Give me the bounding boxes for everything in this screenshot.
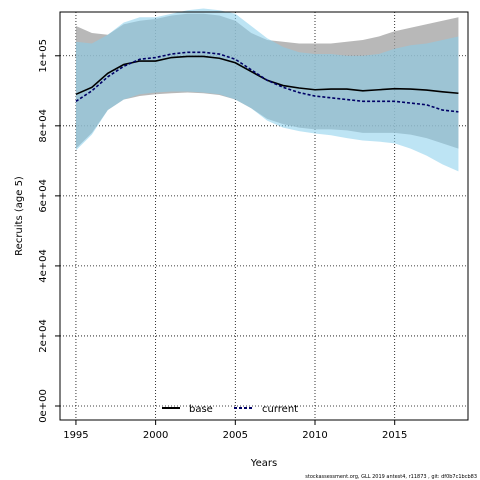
plot-frame	[59, 11, 469, 421]
series-line-current	[75, 51, 459, 113]
y-tick-label: 6e+04	[38, 179, 49, 213]
x-tick-label: 2010	[302, 430, 327, 441]
legend-label-current: current	[262, 404, 298, 415]
confidence-band-current	[75, 8, 459, 172]
confidence-bands	[75, 8, 459, 172]
y-tick-label: 4e+04	[38, 249, 49, 283]
y-axis-title: Recruits (age 5)	[14, 176, 25, 256]
y-tick-label: 0e+00	[38, 389, 49, 423]
series-lines	[75, 51, 459, 113]
footnote: stockassessment.org, GLL 2019 antest4, r…	[305, 474, 477, 480]
legend-label-base: base	[189, 404, 213, 415]
x-axis-title: Years	[250, 458, 277, 469]
x-tick-label: 1995	[63, 430, 88, 441]
y-tick-label: 2e+04	[38, 319, 49, 353]
grid-lines	[60, 12, 468, 420]
x-tick-label: 2015	[382, 430, 407, 441]
x-tick-label: 2000	[143, 430, 168, 441]
x-axis: 1995 2000 2005 2010 2015	[63, 420, 407, 441]
legend: base current	[162, 404, 298, 415]
y-tick-label: 1e+05	[38, 39, 49, 73]
y-axis: 0e+00 2e+04 4e+04 6e+04 8e+04 1e+05	[38, 39, 60, 423]
x-tick-label: 2005	[223, 430, 248, 441]
y-tick-label: 8e+04	[38, 109, 49, 143]
